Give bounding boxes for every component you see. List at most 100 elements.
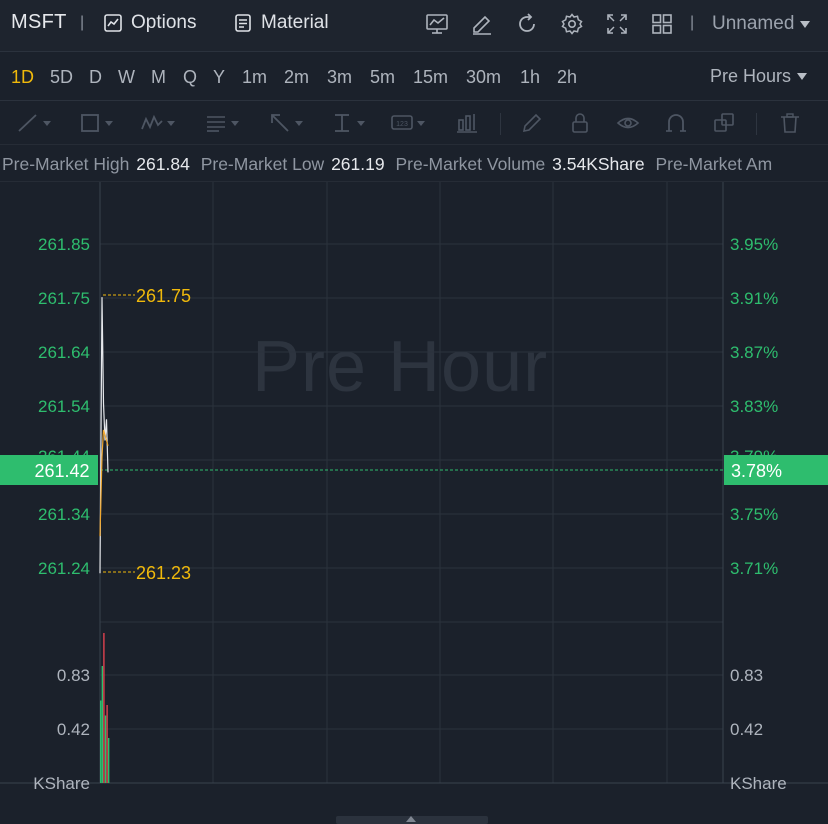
chart-canvas[interactable]: 261.85 261.75 261.64 261.54 261.34 261.24 3.95…: [0, 182, 828, 794]
session-label: Pre Hours: [710, 66, 792, 86]
time-tick-label: 06:00: [306, 791, 349, 794]
time-tick-label: 04:00: [79, 791, 122, 794]
current-price-badge: [0, 455, 98, 485]
lock-tool[interactable]: [568, 111, 592, 135]
options-chart-icon: [104, 14, 122, 32]
pencil-icon: [522, 113, 542, 133]
layout-name-dropdown[interactable]: Unnamed: [712, 13, 811, 35]
note-tool[interactable]: 123: [390, 111, 425, 135]
options-button[interactable]: Options: [103, 12, 196, 34]
chevron-up-icon[interactable]: [406, 816, 416, 822]
draw-edit-icon[interactable]: [470, 12, 494, 36]
header-separator-2: |: [690, 14, 695, 31]
price-tick-label: 261.64: [38, 343, 90, 362]
grid-layout-icon[interactable]: [650, 12, 674, 36]
tf-5d[interactable]: 5D: [50, 67, 74, 87]
volume-bar: [100, 700, 102, 783]
trend-line-tool[interactable]: [16, 111, 51, 135]
measure-tool[interactable]: [330, 111, 365, 135]
magnet-icon: [666, 114, 686, 132]
trash-icon: [781, 113, 799, 133]
material-button[interactable]: Material: [233, 12, 329, 34]
tf-2h[interactable]: 2h: [557, 67, 578, 87]
pattern-tool[interactable]: [140, 111, 175, 135]
pm-amount-label: Pre-Market Am: [655, 154, 773, 174]
indicator-icon[interactable]: [425, 12, 449, 36]
time-tick-label: 08:00: [532, 791, 575, 794]
time-tick-label: 07:00: [419, 791, 462, 794]
volume-tick-label: 0.42: [730, 720, 763, 739]
percent-tick-label: 3.91%: [730, 289, 778, 308]
high-marker-label: 261.75: [136, 286, 191, 306]
pencil-tool[interactable]: [520, 111, 544, 135]
pm-high-value: 261.84: [136, 154, 190, 174]
price-tick-label: 261.75: [38, 289, 90, 308]
options-label: Options: [131, 12, 197, 33]
tf-d[interactable]: D: [89, 67, 102, 87]
pattern-icon: [141, 114, 163, 130]
percent-tick-label: 3.87%: [730, 343, 778, 362]
low-marker-label: 261.23: [136, 563, 191, 583]
time-tick-label: 05:00: [192, 791, 235, 794]
layout-name-label: Unnamed: [712, 13, 795, 34]
rectangle-icon: [81, 114, 99, 132]
volume-bar: [101, 666, 103, 783]
refresh-icon[interactable]: [515, 12, 539, 36]
arrow-icon: [271, 114, 289, 132]
fibonacci-tool[interactable]: [204, 111, 239, 135]
tf-30m[interactable]: 30m: [466, 67, 502, 87]
tf-1d[interactable]: 1D: [11, 67, 35, 87]
percent-tick-label: 3.75%: [730, 505, 778, 524]
material-label: Material: [261, 12, 329, 33]
volume-bar: [106, 705, 108, 783]
delete-tool[interactable]: [778, 111, 802, 135]
tf-y[interactable]: Y: [213, 67, 226, 87]
pre-market-info-bar: Pre-Market High 261.84 Pre-Market Low 26…: [0, 146, 828, 182]
tf-2m[interactable]: 2m: [284, 67, 310, 87]
bar-pattern-tool[interactable]: [455, 111, 479, 135]
current-percent-badge: [724, 455, 828, 485]
svg-text:123: 123: [396, 121, 408, 128]
volume-tick-label: 0.83: [57, 666, 90, 685]
tf-15m[interactable]: 15m: [413, 67, 449, 87]
settings-icon[interactable]: [560, 12, 584, 36]
note-icon: 123: [391, 115, 413, 130]
price-tick-label: 261.54: [38, 397, 90, 416]
clone-tool[interactable]: [712, 111, 736, 135]
arrow-tool[interactable]: [268, 111, 303, 135]
magnet-tool[interactable]: [664, 111, 688, 135]
time-tick-label: 09:00: [646, 791, 689, 794]
visibility-tool[interactable]: [616, 111, 640, 135]
measure-icon: [335, 114, 349, 132]
price-tick-label: 261.34: [38, 505, 90, 524]
tf-w[interactable]: W: [118, 67, 135, 87]
trend-line-icon: [18, 114, 37, 132]
session-dropdown[interactable]: Pre Hours: [710, 66, 808, 87]
volume-bar: [108, 738, 110, 783]
volume-bar: [103, 633, 105, 783]
eye-icon: [616, 117, 640, 129]
fibonacci-icon: [207, 116, 225, 132]
chart-watermark: Pre Hour: [252, 327, 549, 407]
rectangle-tool[interactable]: [78, 111, 113, 135]
pm-volume-label: Pre-Market Volume: [395, 154, 546, 174]
timeframe-bar: 1D 5D D W M Q Y 1m 2m 3m 5m 15m 30m 1h 2…: [0, 53, 828, 101]
tf-1h[interactable]: 1h: [520, 67, 541, 87]
toolbar-divider: [500, 113, 501, 135]
price-tick-label: 261.24: [38, 559, 90, 578]
price-tick-label: 261.85: [38, 235, 90, 254]
header-separator: |: [80, 14, 85, 31]
volume-unit-label: KShare: [33, 774, 90, 793]
tf-1m[interactable]: 1m: [242, 67, 268, 87]
price-chart[interactable]: Pre Hour 261.85 261.75 261.64 261.54 261.34 2…: [0, 182, 828, 794]
tf-5m[interactable]: 5m: [370, 67, 396, 87]
tf-m[interactable]: M: [151, 67, 166, 87]
fullscreen-icon[interactable]: [605, 12, 629, 36]
tf-q[interactable]: Q: [183, 67, 198, 87]
chart-footer: [0, 794, 828, 824]
drawing-toolbar: 123: [0, 101, 828, 145]
current-percent-label: 3.78%: [731, 461, 782, 481]
tf-3m[interactable]: 3m: [327, 67, 353, 87]
symbol-label[interactable]: MSFT: [11, 11, 67, 33]
bar-pattern-icon: [457, 114, 477, 133]
